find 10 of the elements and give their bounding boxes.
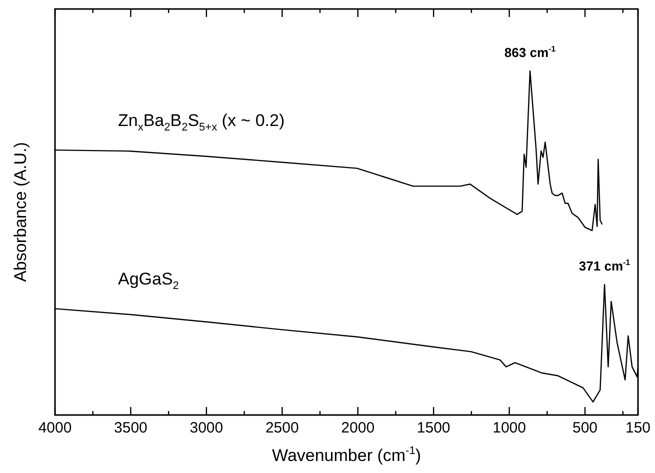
x-tick-label: 1500 bbox=[416, 420, 450, 437]
x-tick-label: 3000 bbox=[190, 420, 224, 437]
x-tick-label: 3500 bbox=[114, 420, 148, 437]
x-tick-label: 150 bbox=[625, 420, 651, 437]
x-tick-label: 500 bbox=[572, 420, 598, 437]
x-tick-label: 4000 bbox=[38, 420, 72, 437]
x-tick-label: 1000 bbox=[492, 420, 526, 437]
x-tick-label: 2000 bbox=[341, 420, 375, 437]
x-tick-label: 2500 bbox=[265, 420, 299, 437]
y-axis-title: Absorbance (A.U.) bbox=[11, 142, 30, 282]
